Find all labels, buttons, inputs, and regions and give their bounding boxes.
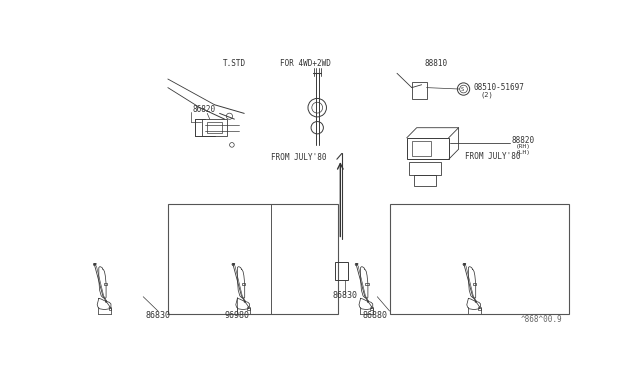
Bar xyxy=(365,283,369,285)
Text: (RH): (RH) xyxy=(516,144,531,149)
Text: FOR 4WD+2WD: FOR 4WD+2WD xyxy=(280,59,332,68)
Bar xyxy=(414,175,436,186)
Bar xyxy=(104,283,107,285)
Text: 86880: 86880 xyxy=(362,311,387,320)
Bar xyxy=(473,283,477,285)
Text: 86820: 86820 xyxy=(193,105,216,113)
Bar xyxy=(412,141,431,156)
Text: (LH): (LH) xyxy=(516,150,531,154)
Bar xyxy=(412,82,427,99)
Text: FROM JULY'80: FROM JULY'80 xyxy=(271,153,326,162)
Text: T.STD: T.STD xyxy=(223,59,246,68)
Bar xyxy=(168,203,338,314)
Text: 96980: 96980 xyxy=(225,311,250,320)
Bar xyxy=(109,308,111,310)
Text: S: S xyxy=(461,87,464,92)
Bar xyxy=(202,119,227,136)
Bar xyxy=(243,283,246,285)
Bar xyxy=(371,308,372,310)
Bar xyxy=(410,162,442,175)
Bar xyxy=(390,203,570,314)
Text: 08510-51697: 08510-51697 xyxy=(474,83,525,92)
Text: 88820: 88820 xyxy=(511,136,534,145)
Bar xyxy=(478,308,481,310)
Bar xyxy=(247,308,250,310)
Text: ^868^00.9: ^868^00.9 xyxy=(520,315,562,324)
Text: 88810: 88810 xyxy=(424,59,447,68)
Bar xyxy=(207,122,222,134)
Text: (2): (2) xyxy=(481,92,493,98)
Text: 86830: 86830 xyxy=(333,291,358,300)
Text: FROM JULY'80: FROM JULY'80 xyxy=(465,152,521,161)
Bar xyxy=(407,138,449,159)
Bar xyxy=(335,262,348,279)
Text: 86830: 86830 xyxy=(145,311,170,320)
